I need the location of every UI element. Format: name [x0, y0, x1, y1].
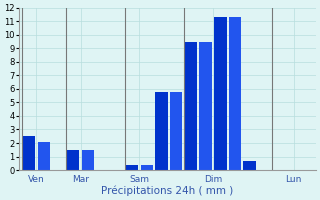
Bar: [140, 165, 153, 170]
Bar: [244, 161, 256, 170]
Bar: [185, 42, 197, 170]
Bar: [126, 165, 138, 170]
Bar: [155, 92, 168, 170]
Bar: [170, 92, 182, 170]
Bar: [82, 150, 94, 170]
X-axis label: Précipitations 24h ( mm ): Précipitations 24h ( mm ): [101, 185, 234, 196]
Bar: [199, 42, 212, 170]
Bar: [37, 142, 50, 170]
Bar: [67, 150, 79, 170]
Bar: [229, 17, 241, 170]
Bar: [23, 136, 36, 170]
Bar: [214, 17, 227, 170]
